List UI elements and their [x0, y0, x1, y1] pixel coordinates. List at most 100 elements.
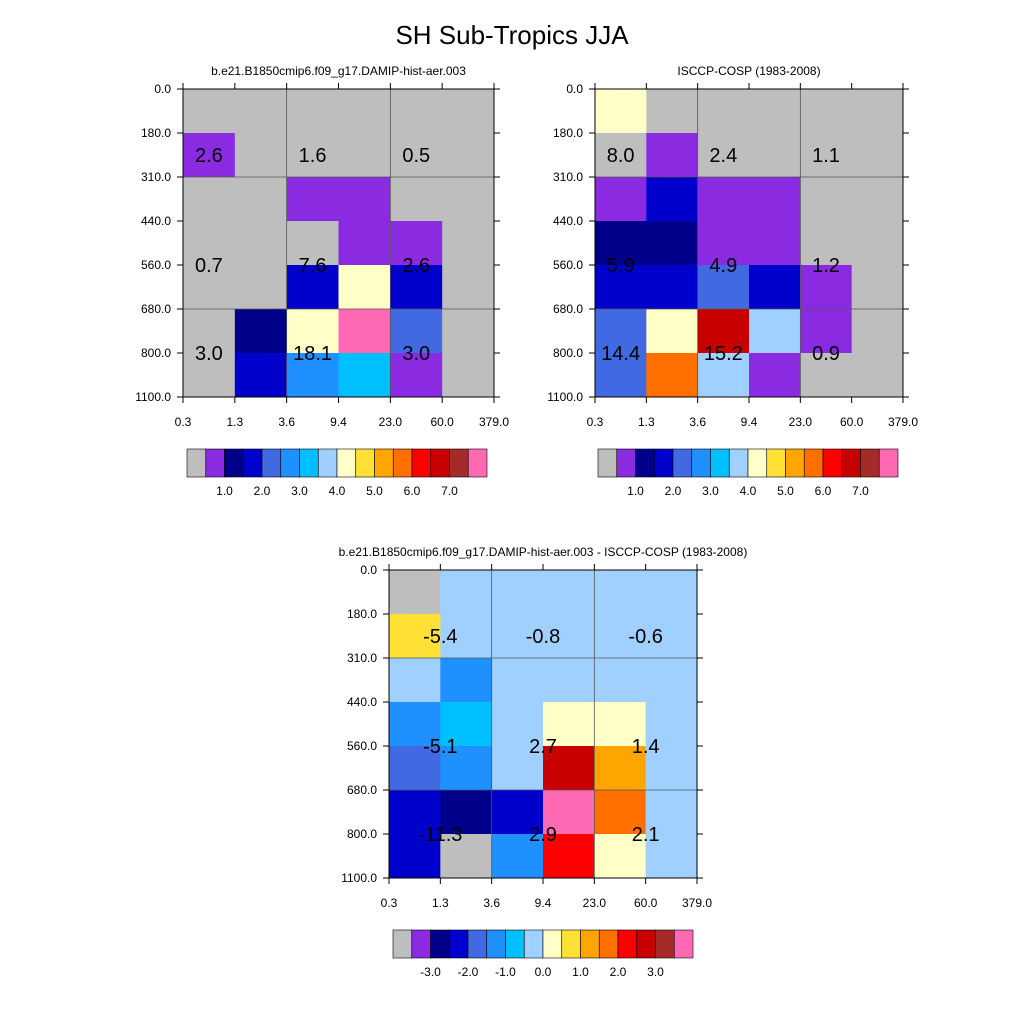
colorbar-swatch	[822, 448, 843, 478]
y-tick-label: 310.0	[553, 170, 583, 184]
heatmap-cell	[286, 221, 339, 266]
main-title: SH Sub-Tropics JJA	[395, 20, 629, 50]
cell-value-label: 0.5	[402, 145, 430, 167]
x-tick-label: 0.3	[587, 415, 604, 429]
y-tick-label: 440.0	[141, 214, 171, 228]
x-tick-label: 379.0	[682, 896, 712, 910]
heatmap-panel-3: b.e21.B1850cmip6.f09_g17.DAMIP-hist-aer.…	[339, 545, 748, 979]
heatmap-cell	[183, 309, 236, 354]
cell-value-label: 1.4	[632, 736, 660, 758]
x-tick-label: 9.4	[741, 415, 758, 429]
heatmap-cell	[697, 177, 750, 222]
heatmap-cell	[697, 309, 750, 354]
heatmap-cell	[697, 353, 750, 398]
y-tick-label: 0.0	[360, 563, 377, 577]
y-tick-label: 800.0	[553, 346, 583, 360]
cell-value-label: 2.1	[632, 824, 660, 846]
colorbar-swatch	[486, 929, 506, 959]
colorbar-label: 2.0	[610, 965, 627, 979]
colorbar-label: 7.0	[441, 484, 458, 498]
y-tick-label: 180.0	[141, 126, 171, 140]
cell-value-label: 0.7	[195, 255, 223, 277]
y-tick-label: 310.0	[141, 170, 171, 184]
heatmap-cell	[749, 309, 801, 354]
heatmap-cell	[851, 177, 904, 222]
colorbar-swatch	[616, 448, 636, 478]
heatmap-cell	[749, 89, 801, 134]
heatmap-cell	[338, 133, 391, 178]
cell-value-label: 2.6	[402, 255, 430, 277]
colorbar-swatch	[261, 448, 282, 478]
heatmap-cell	[646, 89, 699, 134]
heatmap-cell	[389, 570, 441, 615]
y-tick-label: 440.0	[347, 695, 377, 709]
colorbar-swatch	[467, 929, 488, 959]
heatmap-cell	[286, 89, 339, 134]
cell-value-label: 7.6	[299, 255, 327, 277]
cell-value-label: -0.6	[628, 626, 662, 648]
y-tick-label: 560.0	[141, 258, 171, 272]
colorbar-label: 3.0	[291, 484, 308, 498]
heatmap-cell	[749, 265, 801, 310]
colorbar-swatch	[336, 448, 357, 478]
heatmap-cell	[491, 614, 544, 659]
heatmap-cell	[851, 133, 904, 178]
heatmap-cell	[646, 309, 699, 354]
heatmap-cell	[800, 309, 853, 354]
heatmap-cell	[749, 133, 801, 178]
y-tick-label: 800.0	[141, 346, 171, 360]
colorbar-label: 1.0	[627, 484, 644, 498]
heatmap-cell	[234, 265, 288, 310]
colorbar-swatch	[598, 929, 619, 959]
colorbar-swatch	[747, 448, 768, 478]
heatmap-cell	[543, 702, 595, 747]
heatmap-cell	[390, 265, 443, 310]
y-tick-label: 0.0	[154, 82, 171, 96]
heatmap-cell	[851, 221, 904, 266]
heatmap-cell	[645, 834, 698, 879]
heatmap-cell	[491, 658, 544, 703]
colorbar-label: 4.0	[329, 484, 346, 498]
heatmap-cell	[234, 309, 288, 354]
x-tick-label: 1.3	[638, 415, 655, 429]
heatmap-panel-2: ISCCP-COSP (1983-2008) 0.0 180.0 310.0 440.0…	[547, 64, 918, 498]
heatmap-cell	[390, 353, 443, 398]
x-tick-label: 1.3	[432, 896, 449, 910]
heatmap-cell	[440, 614, 493, 659]
heatmap-cell	[645, 570, 698, 615]
cell-value-label: 3.0	[195, 343, 223, 365]
heatmap-cell	[645, 658, 698, 703]
x-tick-label: 23.0	[789, 415, 813, 429]
heatmap-cell	[491, 570, 544, 615]
heatmap-cell	[442, 353, 495, 398]
x-tick-label: 60.0	[430, 415, 454, 429]
panel-title: ISCCP-COSP (1983-2008)	[677, 64, 820, 78]
cell-value-label: 4.9	[709, 255, 737, 277]
colorbar-swatch	[374, 448, 394, 478]
heatmap-cell	[491, 790, 544, 835]
cell-value-label: 14.4	[601, 343, 640, 365]
heatmap-cell	[440, 790, 493, 835]
heatmap-cell	[389, 746, 441, 791]
y-tick-label: 180.0	[553, 126, 583, 140]
colorbar-swatch	[617, 929, 638, 959]
x-tick-label: 0.3	[381, 896, 398, 910]
heatmap-cell	[389, 702, 441, 747]
colorbar-label: 7.0	[852, 484, 869, 498]
heatmap-cell	[595, 133, 647, 178]
heatmap-cell	[595, 265, 647, 310]
heatmap-cell	[543, 658, 595, 703]
colorbar-swatch	[280, 448, 300, 478]
colorbar-swatch	[561, 929, 581, 959]
heatmap-cell	[183, 133, 236, 178]
y-tick-label: 310.0	[347, 651, 377, 665]
heatmap-cell	[646, 221, 699, 266]
heatmap-cell	[183, 177, 236, 222]
heatmap-cell	[851, 89, 904, 134]
colorbar-label: -3.0	[420, 965, 441, 979]
colorbar-swatch	[580, 929, 600, 959]
colorbar-swatch	[430, 929, 450, 959]
colorbar-swatch	[635, 448, 655, 478]
heatmap-cell	[594, 790, 647, 835]
y-tick-label: 0.0	[566, 82, 583, 96]
